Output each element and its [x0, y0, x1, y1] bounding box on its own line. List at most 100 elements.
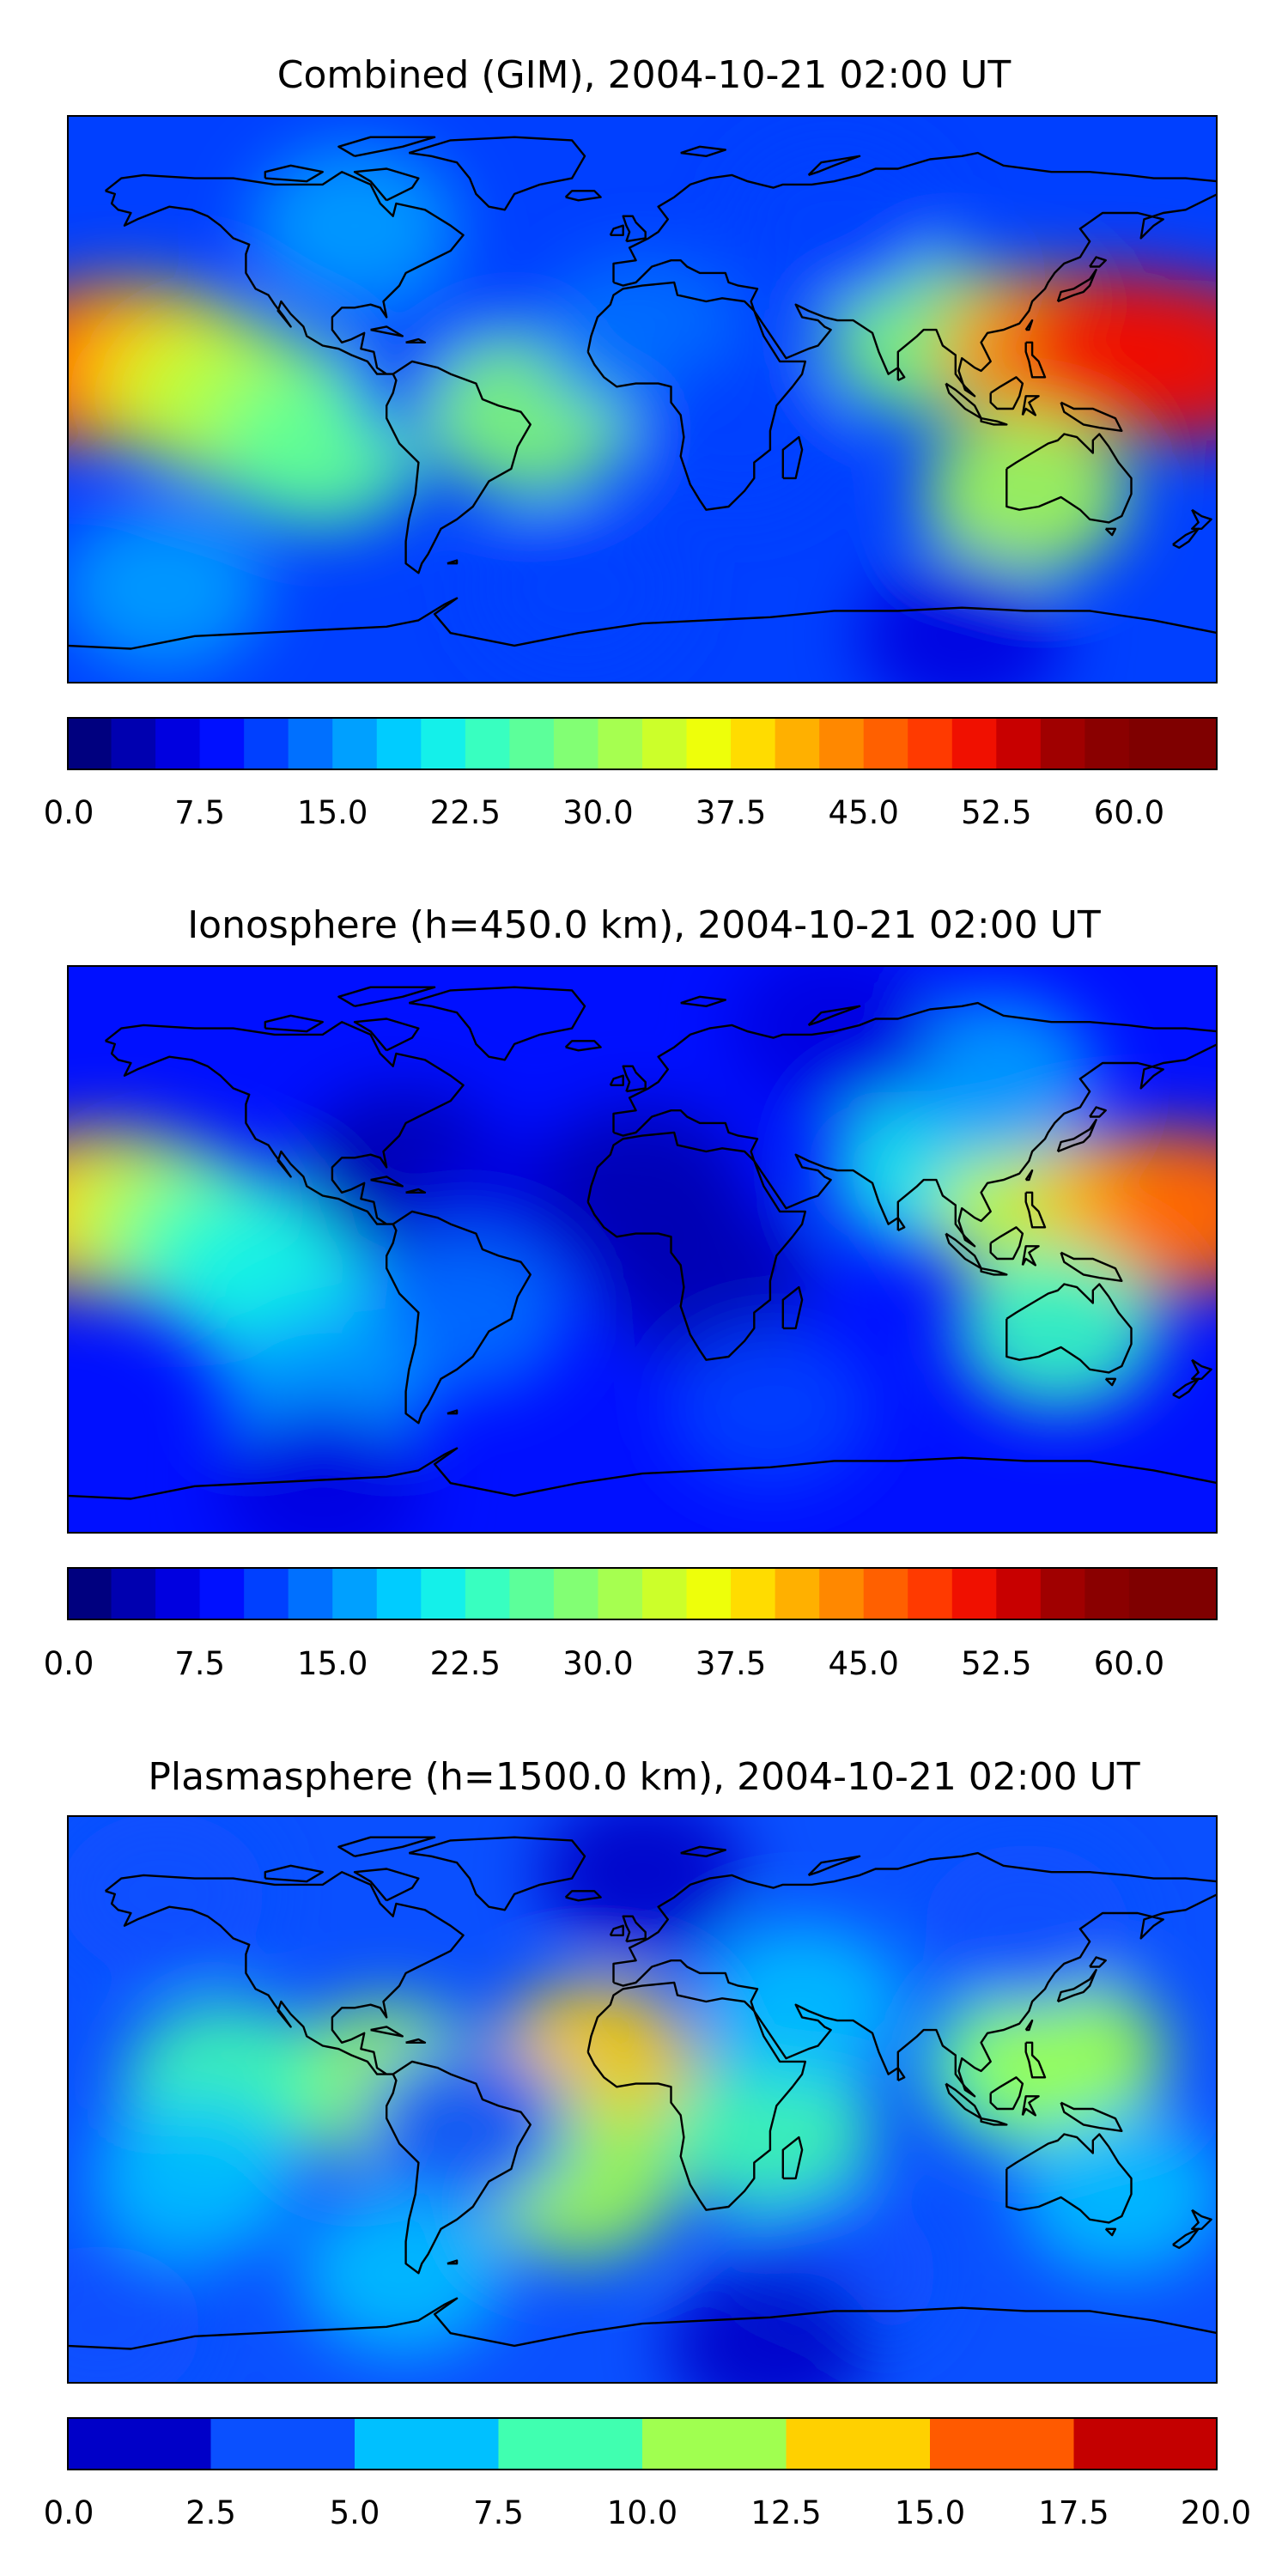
colorbar-swatch [775, 717, 820, 770]
coastline-eurasia [612, 1851, 1218, 2098]
colorbar-tick-label: 0.0 [43, 794, 94, 831]
colorbar-tick-label: 7.5 [174, 1645, 226, 1682]
coastline-japan [1056, 1118, 1097, 1153]
colorbar-swatch [199, 1567, 245, 1620]
colorbar-swatch [1128, 717, 1175, 770]
colorbar-ticks-ionosphere: 0.0 7.5 15.0 22.5 30.0 37.5 45.0 52.5 60.0 [44, 1645, 1218, 1697]
coastline-novaya-zemlya [807, 1855, 861, 1877]
coastline-victoria-is [264, 1864, 324, 1883]
colorbar-swatch [509, 717, 555, 770]
colorbar-tick-label: 37.5 [695, 794, 767, 831]
colorbar-tick-label: 5.0 [329, 2494, 380, 2531]
heatmap-cell [699, 1923, 906, 2087]
colorbar-swatch [642, 1567, 688, 1620]
colorbar-tick-label: 60.0 [1093, 1645, 1165, 1682]
coastline-madagascar [781, 435, 804, 480]
colorbar-swatch [642, 2417, 787, 2470]
colorbar-tick-label: 45.0 [828, 1645, 899, 1682]
coastline-falklands [447, 559, 459, 565]
colorbar-swatch [1173, 717, 1218, 770]
coastline-iceland [564, 190, 602, 202]
heatmap-cell [67, 507, 266, 671]
colorbar-tick-label: 7.5 [473, 2494, 524, 2531]
colorbar-swatch [421, 717, 466, 770]
colorbar-swatch [731, 1567, 776, 1620]
colorbar-swatch [498, 2417, 643, 2470]
coastline-philippines [1024, 1191, 1047, 1229]
colorbar-plasmasphere [67, 2417, 1218, 2470]
coastline-new-zealand [1190, 1358, 1212, 1380]
coastline-baffin [353, 1868, 420, 1902]
coastline-taiwan [1024, 2019, 1034, 2032]
coastline-ireland [609, 224, 624, 237]
colorbar-swatch [67, 2417, 212, 2470]
colorbar-swatch [67, 717, 112, 770]
colorbar-swatch [509, 1567, 555, 1620]
colorbar-swatch [996, 1567, 1042, 1620]
colorbar-swatch [686, 1567, 732, 1620]
coastline-north-america [104, 1870, 465, 2075]
colorbar-tick-label: 0.0 [43, 1645, 94, 1682]
colorbar-swatch [819, 717, 865, 770]
heatmap-cell [666, 1325, 873, 1489]
colorbar-swatch [863, 717, 908, 770]
colorbar-swatch [67, 1567, 112, 1620]
coastline-africa [586, 1981, 806, 2211]
colorbar-ticks-combined: 0.0 7.5 15.0 22.5 30.0 37.5 45.0 52.5 60.0 [44, 794, 1218, 846]
coastline-eurasia [612, 1001, 1218, 1248]
colorbar-tick-label: 15.0 [297, 794, 368, 831]
coastline-greenland [408, 1836, 586, 1911]
coastline-java [980, 2117, 1008, 2126]
colorbar-swatch [111, 1567, 156, 1620]
heatmap-cell [299, 2191, 506, 2355]
heatmap-cell [961, 1973, 1168, 2137]
colorbar-swatch [1073, 2417, 1218, 2470]
colorbar-tick-label: 45.0 [828, 794, 899, 831]
heatmap-cell [859, 554, 1066, 683]
colorbar-swatch [332, 1567, 378, 1620]
coastline-south-america [386, 1210, 532, 1425]
colorbar-tick-label: 15.0 [297, 1645, 368, 1682]
coastline-svalbard [680, 1845, 726, 1857]
colorbar-tick-label: 22.5 [429, 1645, 501, 1682]
colorbar-swatch [930, 2417, 1075, 2470]
heatmap-map-ionosphere [67, 965, 1218, 1534]
coastline-greenland [408, 986, 586, 1061]
map-frame [67, 1815, 1218, 2384]
colorbar-swatch [951, 1567, 997, 1620]
colorbar-swatch [1040, 1567, 1085, 1620]
colorbar-swatch [731, 717, 776, 770]
coastline-north-america [104, 170, 465, 375]
colorbar-swatch [332, 717, 378, 770]
coastline-ellesmere [337, 1836, 436, 1857]
colorbar-swatch [244, 1567, 289, 1620]
coastline-new-zealand-s [1172, 1377, 1200, 1400]
coastline-iceland [564, 1040, 602, 1052]
heatmap-cell [731, 143, 938, 307]
colorbar-tick-label: 30.0 [562, 794, 634, 831]
coastline-hispaniola [405, 1188, 427, 1194]
coastline-taiwan [1024, 1169, 1034, 1182]
colorbar-swatch [465, 1567, 510, 1620]
colorbar-frame [67, 1567, 1218, 1620]
heatmap-cell [363, 1230, 570, 1394]
heatmap-cell [890, 993, 1097, 1157]
coastline-svalbard [680, 145, 726, 157]
chart-title-ionosphere: Ionosphere (h=450.0 km), 2004-10-21 02:0… [187, 903, 1101, 947]
coastline-australia [1005, 1283, 1133, 1374]
coastline-uk [622, 215, 647, 243]
coastline-greenland [408, 136, 586, 211]
coastline-philippines [1024, 2041, 1047, 2079]
coastline-uk [622, 1915, 647, 1943]
coastline-cuba [370, 325, 404, 337]
colorbar-tick-label: 52.5 [961, 1645, 1032, 1682]
colorbar-swatch [355, 2417, 500, 2470]
coastline-victoria-is [264, 1014, 324, 1033]
coastline-falklands [447, 2259, 459, 2265]
coastline-australia [1005, 2133, 1133, 2224]
coastline-victoria-is [264, 164, 324, 183]
heatmap-cell [1089, 279, 1218, 443]
colorbar-swatch [376, 1567, 422, 1620]
colorbar-swatch [288, 1567, 333, 1620]
colorbar-swatch [553, 717, 599, 770]
